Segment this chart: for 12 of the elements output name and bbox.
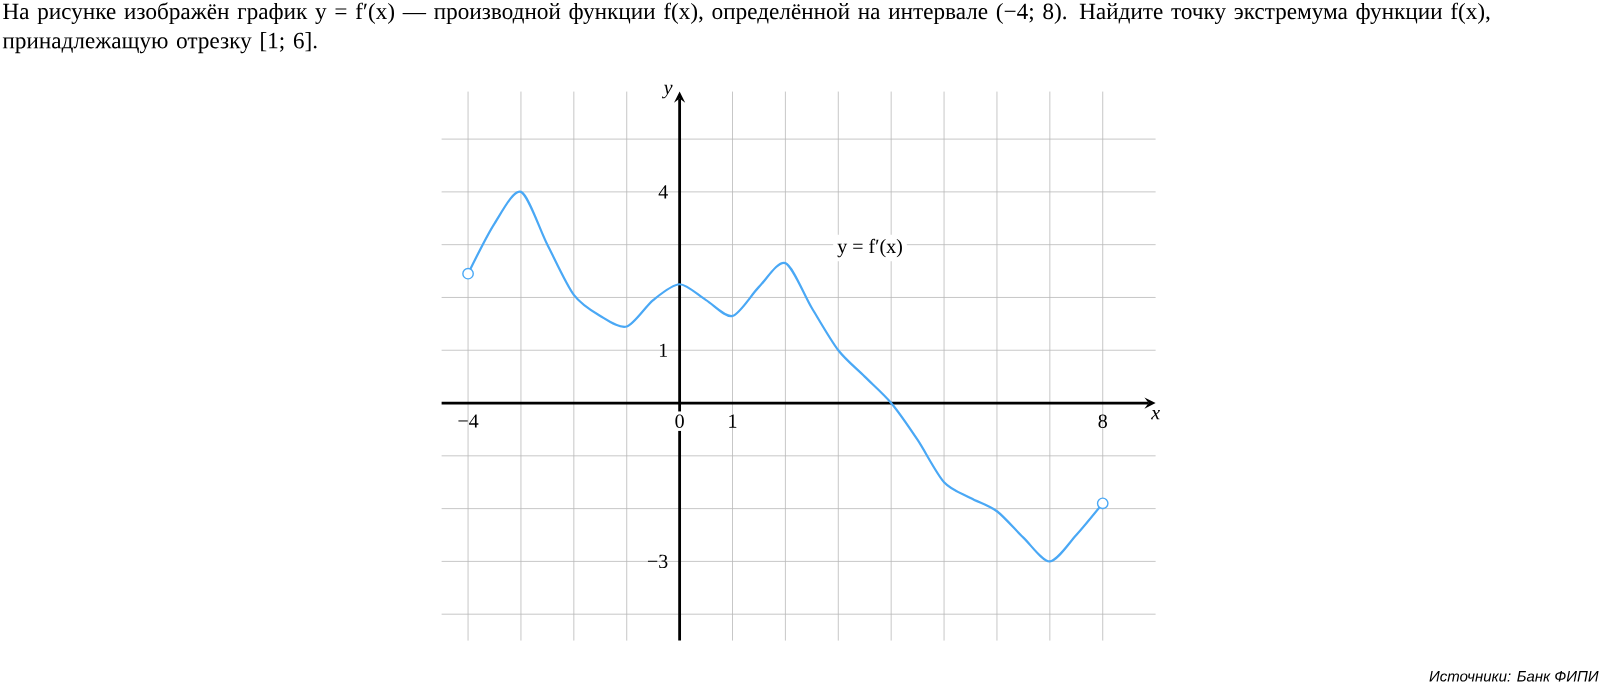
chart-title: На рисунке изображён график y = f′(x) — производной функции f(x), определённой на интервале (−4; 8). Найдите точку экстремума функции f(x), принадлежащую отрезку [1; 6]. — [2, 2, 1490, 54]
x-tick-label: −4 — [458, 414, 479, 428]
x-tick-label: 8 — [1098, 414, 1107, 428]
x-axis-title: x — [1150, 410, 1160, 420]
y-tick-label: 4 — [658, 185, 668, 199]
y-tick-label: 1 — [659, 343, 668, 357]
x-tick-label: 0 — [675, 414, 684, 428]
x-tick-label: 1 — [729, 414, 737, 428]
y-tick-label: −3 — [647, 554, 668, 569]
y-axis-title: y — [662, 84, 673, 99]
text: Источники: Банк ФИПИ — [1429, 671, 1599, 682]
annotation: y = f′(x) — [837, 238, 902, 258]
